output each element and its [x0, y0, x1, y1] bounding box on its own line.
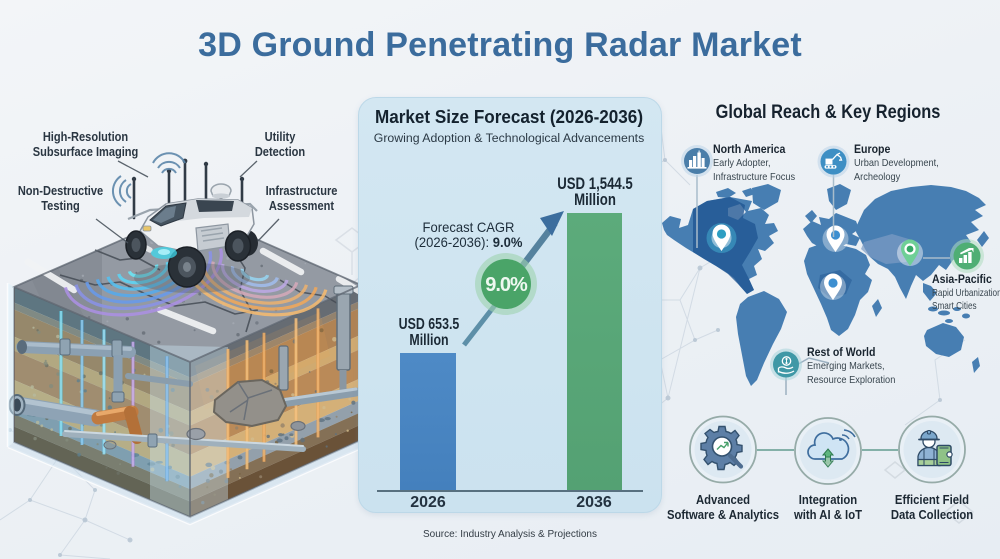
svg-text:9.0%: 9.0% [485, 274, 528, 296]
